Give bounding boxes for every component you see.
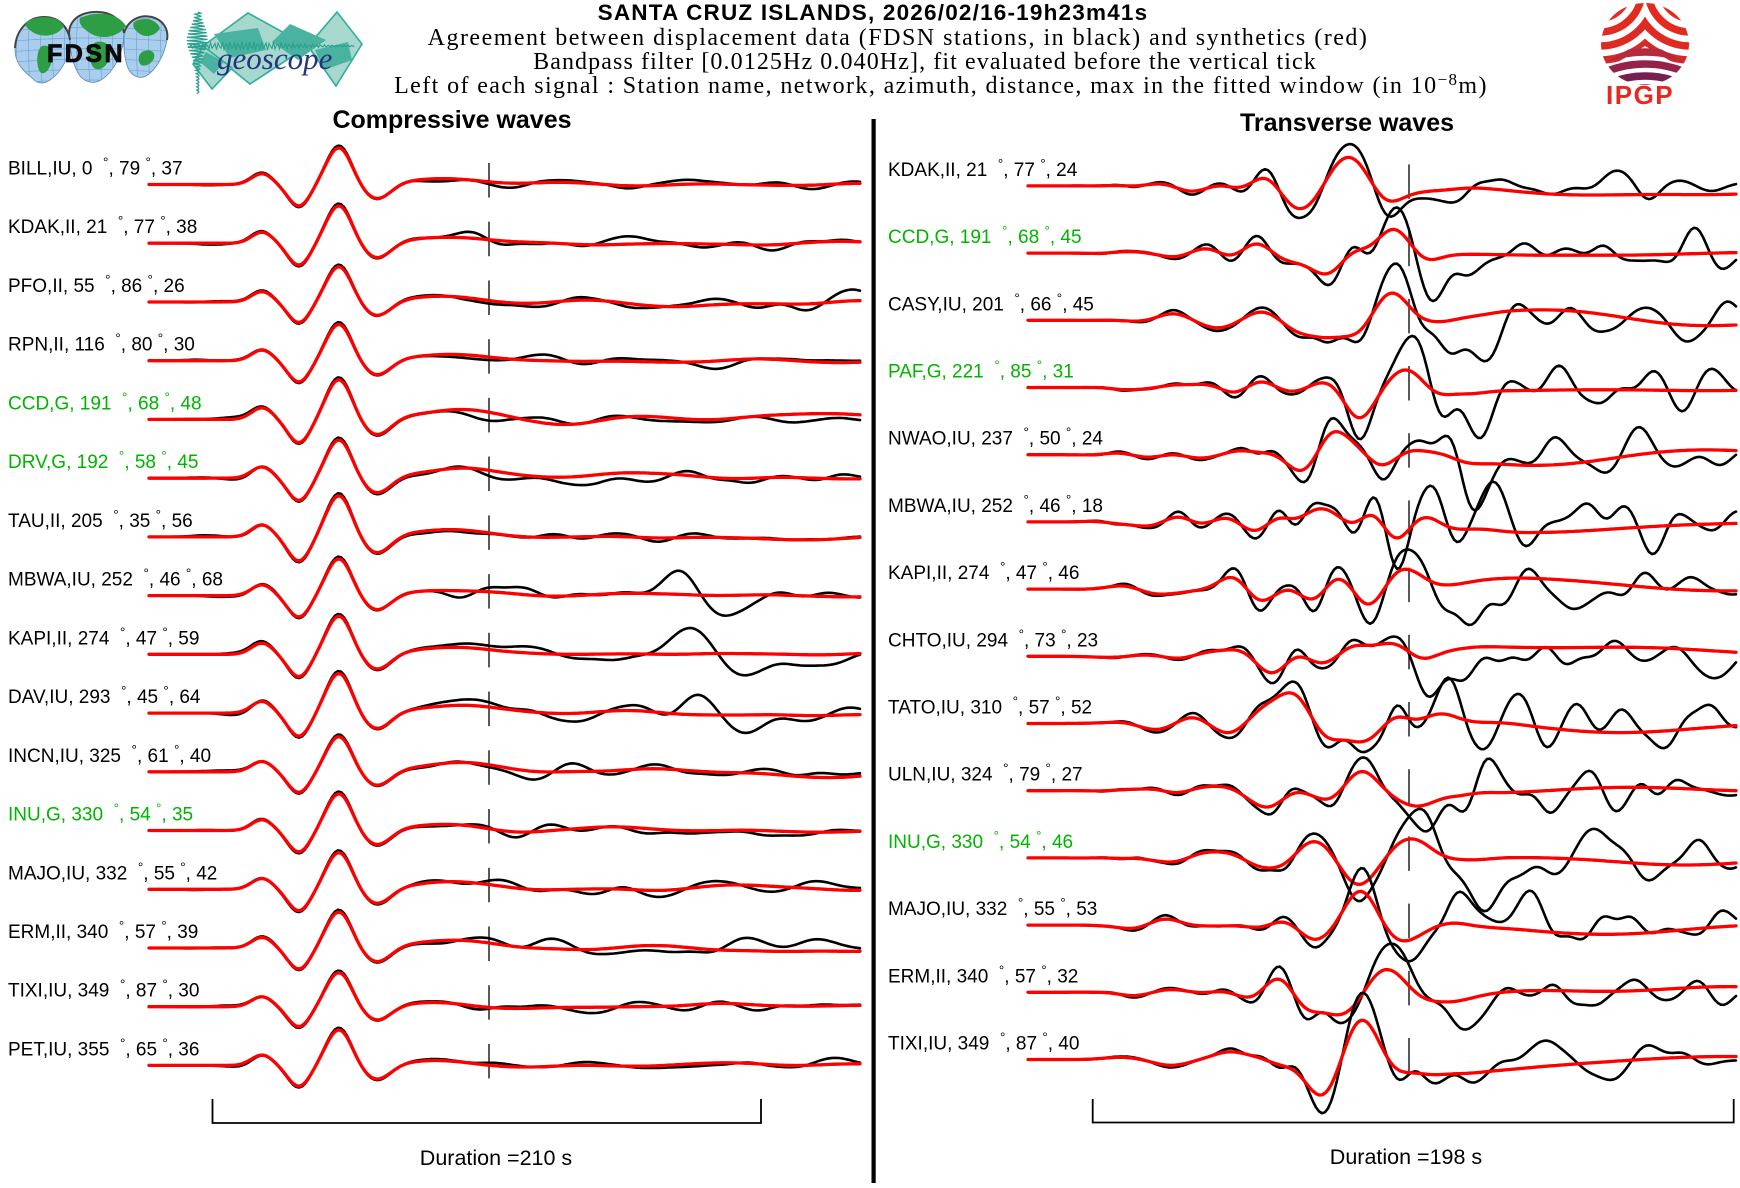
- svg-text:BILL,IU, 0 °, 79 °, 37: BILL,IU, 0 °, 79 °, 37: [8, 155, 183, 180]
- svg-text:MBWA,IU, 252 °, 46 °, 68: MBWA,IU, 252 °, 46 °, 68: [8, 566, 223, 591]
- svg-text:TIXI,IU, 349 °, 87 °, 30: TIXI,IU, 349 °, 87 °, 30: [8, 977, 199, 1002]
- svg-text:DAV,IU, 293 °, 45 °, 64: DAV,IU, 293 °, 45 °, 64: [8, 684, 201, 709]
- svg-text:SANTA CRUZ ISLANDS, 2026/02/16: SANTA CRUZ ISLANDS, 2026/02/16-19h23m41s: [598, 0, 1149, 25]
- svg-text:IPGP: IPGP: [1606, 80, 1674, 110]
- svg-text:CCD,G, 191 °, 68 °, 45: CCD,G, 191 °, 68 °, 45: [888, 224, 1082, 249]
- svg-text:RPN,II, 116 °, 80 °, 30: RPN,II, 116 °, 80 °, 30: [8, 331, 195, 356]
- svg-text:TATO,IU, 310 °, 57 °, 52: TATO,IU, 310 °, 57 °, 52: [888, 694, 1092, 719]
- svg-text:MAJO,IU, 332 °, 55 °, 53: MAJO,IU, 332 °, 55 °, 53: [888, 896, 1097, 921]
- svg-text:PFO,II, 55 °, 86 °, 26: PFO,II, 55 °, 86 °, 26: [8, 273, 185, 298]
- svg-text:Bandpass filter [0.0125Hz 0.04: Bandpass filter [0.0125Hz 0.040Hz], fit …: [533, 49, 1317, 75]
- svg-text:PET,IU, 355 °, 65 °, 36: PET,IU, 355 °, 65 °, 36: [8, 1036, 199, 1061]
- svg-text:DRV,G, 192 °, 58 °, 45: DRV,G, 192 °, 58 °, 45: [8, 449, 198, 474]
- svg-text:INU,G, 330 °, 54 °, 35: INU,G, 330 °, 54 °, 35: [8, 801, 193, 826]
- svg-text:FDSN: FDSN: [47, 40, 125, 68]
- svg-text:TAU,II, 205 °, 35 °, 56: TAU,II, 205 °, 35 °, 56: [8, 507, 193, 532]
- svg-text:ERM,II, 340 °, 57 °, 39: ERM,II, 340 °, 57 °, 39: [8, 919, 198, 944]
- svg-text:PAF,G, 221 °, 85 °, 31: PAF,G, 221 °, 85 °, 31: [888, 358, 1074, 383]
- svg-text:INCN,IU, 325 °, 61 °, 40: INCN,IU, 325 °, 61 °, 40: [8, 742, 211, 767]
- svg-text:CASY,IU, 201 °, 66 °, 45: CASY,IU, 201 °, 66 °, 45: [888, 291, 1094, 316]
- svg-text:ULN,IU, 324 °, 79 °, 27: ULN,IU, 324 °, 79 °, 27: [888, 761, 1083, 786]
- svg-text:KDAK,II, 21 °, 77 °, 38: KDAK,II, 21 °, 77 °, 38: [8, 214, 197, 239]
- svg-text:CHTO,IU, 294 °, 73 °, 23: CHTO,IU, 294 °, 73 °, 23: [888, 627, 1098, 652]
- svg-text:TIXI,IU, 349 °, 87 °, 40: TIXI,IU, 349 °, 87 °, 40: [888, 1030, 1079, 1055]
- svg-text:Compressive waves: Compressive waves: [332, 106, 571, 134]
- svg-text:Duration =210 s: Duration =210 s: [420, 1146, 572, 1170]
- svg-text:Left of each signal : Station: Left of each signal : Station name, netw…: [394, 70, 1488, 99]
- svg-text:Agreement between displacement: Agreement between displacement data (FDS…: [428, 25, 1369, 51]
- svg-text:CCD,G, 191 °, 68 °, 48: CCD,G, 191 °, 68 °, 48: [8, 390, 202, 415]
- svg-text:KAPI,II, 274 °, 47 °, 59: KAPI,II, 274 °, 47 °, 59: [8, 625, 199, 650]
- svg-text:Duration =198 s: Duration =198 s: [1330, 1145, 1482, 1169]
- svg-text:ERM,II, 340 °, 57 °, 32: ERM,II, 340 °, 57 °, 32: [888, 963, 1078, 988]
- svg-text:MBWA,IU, 252 °, 46 °, 18: MBWA,IU, 252 °, 46 °, 18: [888, 492, 1103, 517]
- svg-text:KDAK,II, 21 °, 77 °, 24: KDAK,II, 21 °, 77 °, 24: [888, 156, 1078, 181]
- svg-text:geoscope: geoscope: [217, 41, 333, 76]
- svg-text:NWAO,IU, 237 °, 50 °, 24: NWAO,IU, 237 °, 50 °, 24: [888, 425, 1103, 450]
- svg-text:MAJO,IU, 332 °, 55 °, 42: MAJO,IU, 332 °, 55 °, 42: [8, 860, 217, 885]
- svg-text:KAPI,II, 274 °, 47 °, 46: KAPI,II, 274 °, 47 °, 46: [888, 560, 1079, 585]
- svg-text:Transverse waves: Transverse waves: [1240, 109, 1454, 137]
- svg-text:INU,G, 330 °, 54 °, 46: INU,G, 330 °, 54 °, 46: [888, 828, 1073, 853]
